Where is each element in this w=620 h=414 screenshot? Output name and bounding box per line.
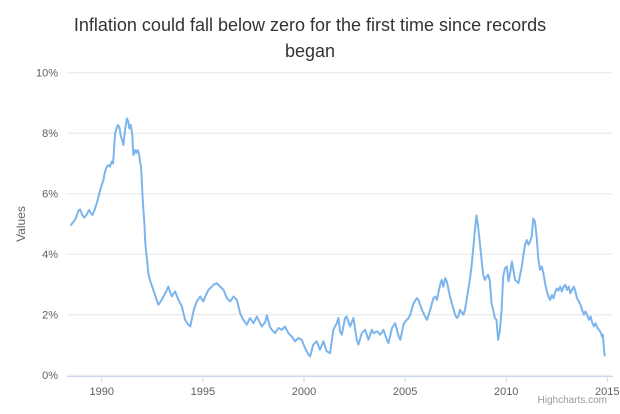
x-axis-label: 1995: [191, 386, 215, 398]
inflation-line-series[interactable]: [70, 117, 606, 358]
y-axis-label: 4%: [42, 249, 58, 261]
x-axis-label: 2005: [393, 386, 417, 398]
highcharts-credits-link[interactable]: Highcharts.com: [537, 395, 607, 406]
y-axis-label: 8%: [42, 128, 58, 140]
x-axis-label: 1990: [90, 386, 114, 398]
x-axis-label: 2010: [494, 386, 518, 398]
y-axis-label: 2%: [42, 310, 58, 322]
x-axis-label: 2015: [595, 386, 619, 398]
chart-title: Inflation could fall below zero for the …: [73, 15, 547, 61]
y-axis-label: 6%: [42, 189, 58, 201]
x-axis-label: 2000: [292, 386, 316, 398]
y-axis-label: 10%: [36, 68, 58, 80]
y-axis-label: 0%: [42, 370, 58, 382]
